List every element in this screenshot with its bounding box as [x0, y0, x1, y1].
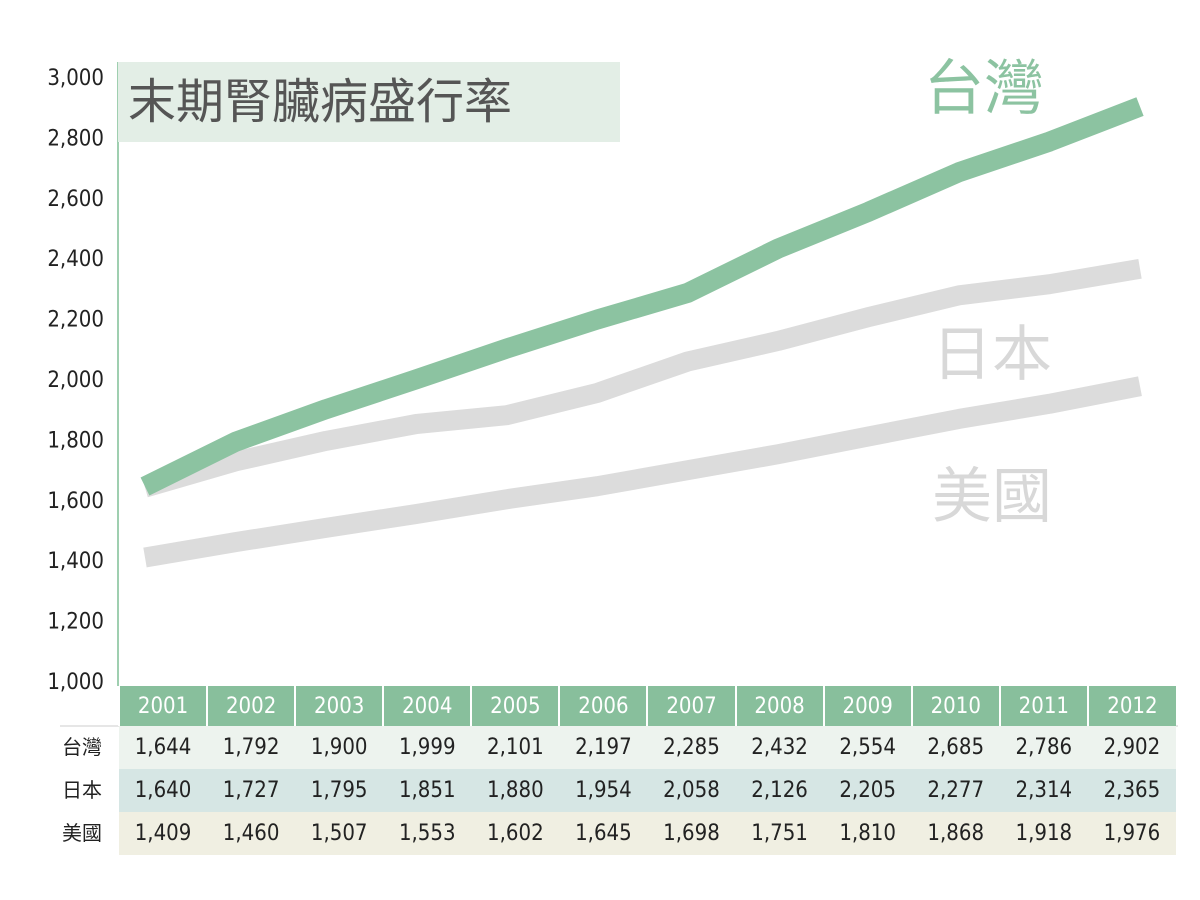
table-cell: 2,058	[647, 769, 736, 812]
row-label-taiwan: 台灣	[62, 735, 102, 759]
table-cell: 1,751	[735, 812, 824, 855]
row-label-usa: 美國	[62, 821, 102, 845]
table-cell: 2,365	[1087, 769, 1176, 812]
series-label-usa: 美國	[932, 462, 1052, 532]
y-tick-label: 1,200	[47, 610, 104, 635]
table-row: 1,640 1,727 1,795 1,851 1,880 1,954 2,058 2,126…	[119, 769, 1176, 812]
table-cell: 1,792	[207, 726, 296, 769]
table-cell: 2,205	[823, 769, 912, 812]
table-cell: 1,698	[647, 812, 736, 855]
y-tick-label: 1,800	[47, 428, 104, 453]
table-cell: 1,640	[119, 769, 208, 812]
year-header-row: 2001 2002 2003 2004 2005 2006 2007 2008 2009 2010…	[117, 686, 1176, 726]
table-cell: 1,645	[559, 812, 648, 855]
series-label-japan: 日本	[932, 320, 1052, 390]
series-line-taiwan	[140, 97, 1144, 496]
table-cell: 2,685	[911, 726, 1000, 769]
year-header-cell: 2009	[822, 686, 912, 726]
data-table: 2001 2002 2003 2004 2005 2006 2007 2008 2009 2010…	[117, 686, 1176, 855]
table-cell: 1,644	[119, 726, 208, 769]
y-tick-label: 2,200	[47, 308, 104, 333]
table-cell: 1,810	[823, 812, 912, 855]
table-cell: 2,786	[999, 726, 1088, 769]
y-tick-label: 1,600	[47, 489, 104, 514]
table-cell: 1,918	[999, 812, 1088, 855]
chart-title: 末期腎臟病盛行率	[128, 74, 513, 130]
table-cell: 1,999	[383, 726, 472, 769]
year-header-cell: 2006	[558, 686, 648, 726]
year-header-cell: 2007	[646, 686, 736, 726]
table-cell: 2,277	[911, 769, 1000, 812]
y-tick-label: 1,000	[47, 670, 104, 695]
table-cell: 1,795	[295, 769, 384, 812]
table-cell: 1,880	[471, 769, 560, 812]
table-row: 1,409 1,460 1,507 1,553 1,602 1,645 1,698 1,751…	[119, 812, 1176, 855]
year-header-cell: 2011	[998, 686, 1088, 726]
table-cell: 1,851	[383, 769, 472, 812]
year-header-cell: 2008	[734, 686, 824, 726]
table-cell: 1,553	[383, 812, 472, 855]
year-header-cell: 2003	[294, 686, 384, 726]
table-row: 1,644 1,792 1,900 1,999 2,101 2,197 2,285 2,432…	[119, 726, 1176, 769]
series-line-japan	[142, 258, 1142, 498]
table-cell: 1,507	[295, 812, 384, 855]
table-cell: 1,954	[559, 769, 648, 812]
y-tick-label: 2,000	[47, 368, 104, 393]
table-cell: 1,460	[207, 812, 296, 855]
table-cell: 2,285	[647, 726, 736, 769]
y-tick-label: 3,000	[47, 66, 104, 91]
table-cell: 1,976	[1087, 812, 1176, 855]
table-cell: 2,902	[1087, 726, 1176, 769]
year-header-cell: 2012	[1086, 686, 1176, 726]
table-cell: 1,900	[295, 726, 384, 769]
year-header-cell: 2004	[382, 686, 472, 726]
table-cell: 1,602	[471, 812, 560, 855]
table-cell: 1,868	[911, 812, 1000, 855]
y-tick-label: 2,800	[47, 126, 104, 151]
year-header-cell: 2010	[910, 686, 1000, 726]
y-tick-label: 2,400	[47, 247, 104, 272]
year-header-cell: 2005	[470, 686, 560, 726]
table-cell: 2,554	[823, 726, 912, 769]
table-cell: 1,409	[119, 812, 208, 855]
series-line-usa	[143, 376, 1142, 568]
table-cell: 2,101	[471, 726, 560, 769]
year-header-cell: 2002	[206, 686, 296, 726]
row-label-japan: 日本	[62, 778, 102, 802]
table-cell: 2,314	[999, 769, 1088, 812]
table-cell: 2,126	[735, 769, 824, 812]
y-tick-label: 1,400	[47, 549, 104, 574]
year-header-cell: 2001	[117, 686, 208, 726]
table-cell: 2,432	[735, 726, 824, 769]
table-cell: 2,197	[559, 726, 648, 769]
title-box	[118, 62, 620, 142]
series-label-taiwan: 台灣	[924, 54, 1044, 124]
table-cell: 1,727	[207, 769, 296, 812]
y-tick-label: 2,600	[47, 187, 104, 212]
